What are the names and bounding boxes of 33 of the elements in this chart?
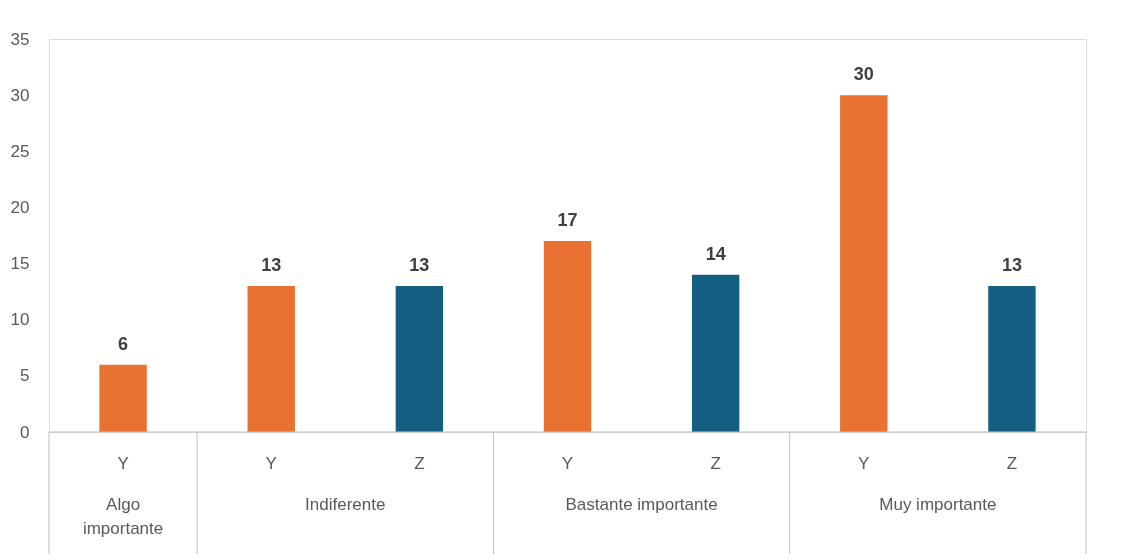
bar xyxy=(395,286,444,432)
text: Muy importante xyxy=(879,495,997,514)
bar xyxy=(99,364,147,432)
x-tick-label: Z xyxy=(414,454,425,473)
data-label: 30 xyxy=(853,64,874,85)
bar xyxy=(691,274,740,432)
text: Indiferente xyxy=(305,495,386,514)
x-tick-label: Z xyxy=(710,454,721,473)
text: Bastante importante xyxy=(565,495,718,514)
data-label: 6 xyxy=(118,333,129,354)
x-tick-label: Z xyxy=(1006,454,1018,473)
y-tick-label: 30 xyxy=(10,85,30,105)
x-tick-label: Y xyxy=(117,454,129,473)
data-label: 13 xyxy=(261,255,282,276)
text: Algo importante xyxy=(82,495,164,538)
y-tick-label: 0 xyxy=(20,422,30,442)
y-tick-label: 15 xyxy=(10,254,30,274)
x-tick-label: Y xyxy=(561,454,574,473)
data-label: 17 xyxy=(557,210,578,231)
y-tick-label: 25 xyxy=(10,141,30,161)
x-tick-label: Y xyxy=(858,454,870,473)
bar xyxy=(840,95,888,432)
y-tick-label: 5 xyxy=(20,366,30,386)
bar xyxy=(247,286,295,432)
bar xyxy=(543,241,592,432)
data-label: 13 xyxy=(409,255,430,276)
x-tick-label: Y xyxy=(265,454,277,473)
bar xyxy=(988,286,1036,432)
y-tick-label: 20 xyxy=(10,197,30,217)
data-label: 14 xyxy=(705,243,726,264)
y-tick-label: 10 xyxy=(10,310,30,330)
data-label: 13 xyxy=(1001,255,1022,276)
y-tick-label: 35 xyxy=(10,29,30,49)
